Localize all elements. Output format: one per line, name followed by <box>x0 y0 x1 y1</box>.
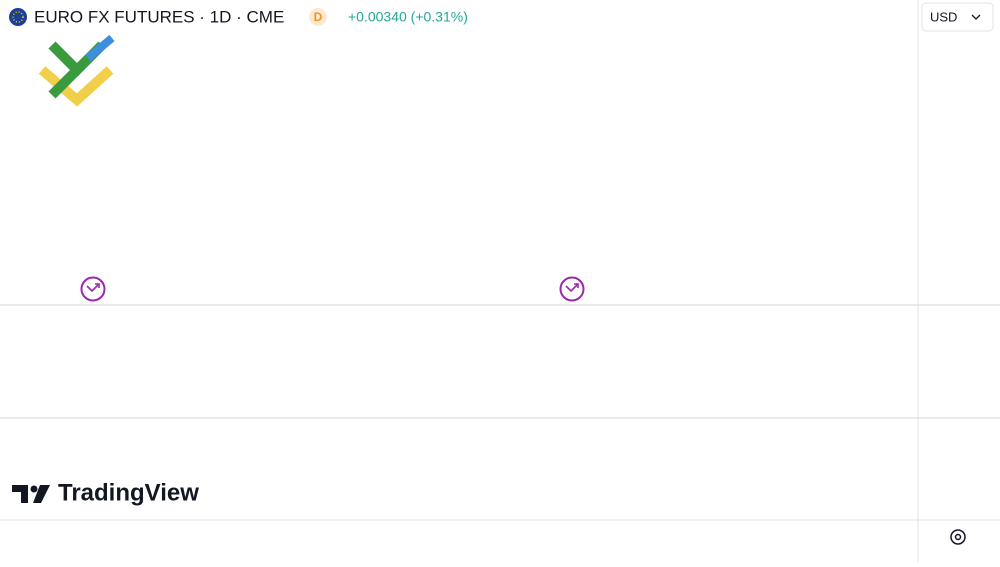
watermark-logo <box>12 485 50 503</box>
currency[interactable]: USD <box>930 9 957 24</box>
flag-stars <box>12 11 24 23</box>
price-change: +0.00340 (+0.31%) <box>348 9 468 25</box>
currency-button[interactable] <box>921 2 994 32</box>
settings-icon[interactable] <box>950 529 966 545</box>
event-icon[interactable] <box>559 276 585 302</box>
badge-bg <box>309 8 327 26</box>
badge: D <box>314 10 323 24</box>
event-icon[interactable] <box>80 276 106 302</box>
logo <box>38 34 115 107</box>
symbol-title: EURO FX FUTURES · 1D · CME <box>34 7 284 26</box>
watermark: TradingView <box>58 479 199 506</box>
dropdown-arrow <box>971 14 981 20</box>
flag-icon <box>9 8 27 26</box>
